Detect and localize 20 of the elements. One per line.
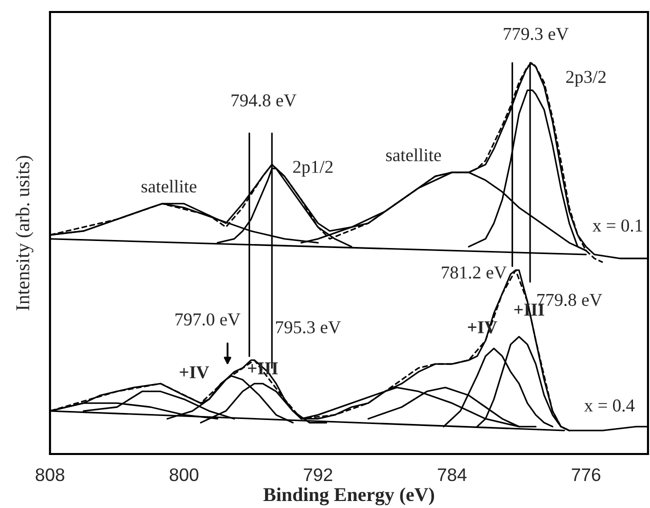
annotation: 794.8 eV <box>232 94 296 107</box>
annotation: +IV <box>180 366 210 378</box>
x-tick-label: 808 <box>36 468 64 482</box>
annotation: x = 0.1 <box>592 219 642 232</box>
x-tick-label: 800 <box>170 468 198 482</box>
annotation: 779.8 eV <box>537 294 602 306</box>
annotation: 781.2 eV <box>442 266 507 279</box>
annotation: x = 0.4 <box>584 399 635 412</box>
annotation: satellite <box>142 180 196 193</box>
annotation: 795.3 eV <box>276 321 341 334</box>
annotation: satellite <box>386 148 441 162</box>
x-tick-label: 784 <box>438 468 467 482</box>
annotation: 797.0 eV <box>176 313 240 326</box>
y-axis-title: Intensity (arb. usits) <box>16 156 34 310</box>
x-axis-title: Binding Energy (eV) <box>263 488 434 506</box>
annotation: 2p3/2 <box>566 70 606 87</box>
text: 779.3 eV <box>504 28 569 40</box>
x-tick-label: 792 <box>304 468 332 482</box>
annotation: 2p1/2 <box>293 160 333 177</box>
x-tick-label: 776 <box>572 468 600 482</box>
